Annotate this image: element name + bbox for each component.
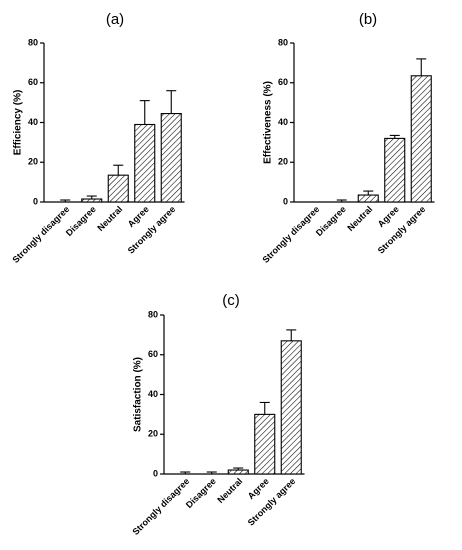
bar-neutral xyxy=(227,469,249,475)
bar-agree xyxy=(254,413,276,475)
bar-strongly-agree xyxy=(160,113,182,203)
panel-label: (b) xyxy=(359,11,377,28)
x-category-label: Strongly disagree xyxy=(131,476,192,537)
y-tick-label: 80 xyxy=(148,309,158,319)
y-tick-label: 40 xyxy=(278,117,288,127)
y-tick-label: 80 xyxy=(28,37,38,47)
y-tick-label: 0 xyxy=(153,468,158,478)
y-tick-label: 0 xyxy=(33,196,38,206)
y-tick-label: 40 xyxy=(28,117,38,127)
bar-strongly-agree xyxy=(280,340,302,475)
y-tick-label: 40 xyxy=(148,389,158,399)
bar-strongly-agree xyxy=(410,75,432,203)
y-tick-label: 20 xyxy=(148,429,158,439)
chart-panel-1: (b) 0 20 40 60 80 Effectiveness (%) Strongly di… xyxy=(261,11,435,265)
x-category-label: Agree xyxy=(376,204,401,229)
y-tick-label: 80 xyxy=(278,37,288,47)
panel-label: (a) xyxy=(106,11,124,28)
x-category-label: Strongly agree xyxy=(126,204,178,256)
bar-neutral xyxy=(107,174,129,203)
panel-label: (c) xyxy=(222,292,240,309)
bar-agree xyxy=(384,137,406,203)
chart-panel-2: (c) 0 20 40 60 80 Satisfaction (%) Strongly dis… xyxy=(131,292,305,537)
bar-neutral xyxy=(357,194,379,203)
x-category-label: Strongly agree xyxy=(246,476,298,528)
x-category-label: Agree xyxy=(246,476,271,501)
y-tick-label: 60 xyxy=(148,349,158,359)
x-category-label: Strongly disagree xyxy=(261,204,322,265)
x-category-label: Neutral xyxy=(345,204,374,233)
x-category-label: Agree xyxy=(126,204,151,229)
y-tick-label: 0 xyxy=(283,196,288,206)
y-axis-title: Satisfaction (%) xyxy=(133,357,144,432)
x-category-label: Neutral xyxy=(95,204,124,233)
x-category-label: Neutral xyxy=(215,476,244,505)
y-tick-label: 20 xyxy=(28,157,38,167)
bar-agree xyxy=(134,123,156,203)
y-tick-label: 60 xyxy=(278,77,288,87)
y-axis-title: Effectiveness (%) xyxy=(263,81,274,164)
bar-disagree xyxy=(81,198,103,203)
x-category-label: Strongly agree xyxy=(376,204,428,256)
chart-panel-0: (a) 0 20 40 60 80 Efficiency (%) Strongly disag… xyxy=(11,11,185,265)
y-tick-label: 60 xyxy=(28,77,38,87)
y-tick-label: 20 xyxy=(278,157,288,167)
y-axis-title: Efficiency (%) xyxy=(13,90,24,156)
x-category-label: Strongly disagree xyxy=(11,204,72,265)
